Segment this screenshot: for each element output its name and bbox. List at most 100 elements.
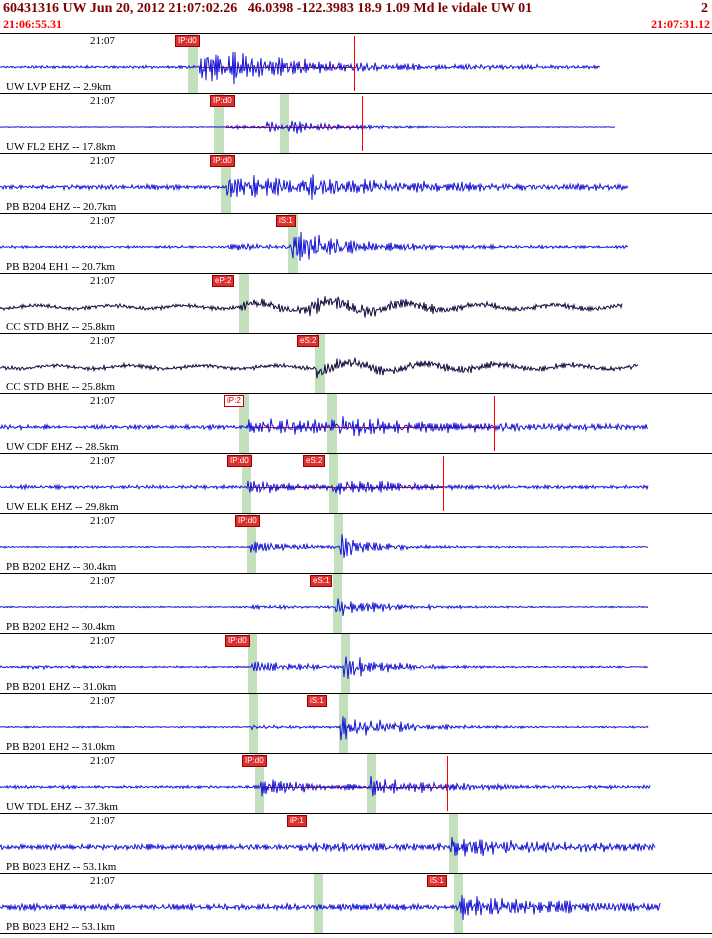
station-label: PB B201 EH2 -- 31.0km [6,741,116,753]
trace-time-label: 21:07 [90,215,116,227]
trace-time-label: 21:07 [90,575,116,587]
pick-flag[interactable]: IP:d0 [210,95,235,107]
trace-time-label: 21:07 [90,635,116,647]
trace-time-label: 21:07 [90,875,116,887]
trace-panel-b204-ehz: 21:07 PB B204 EHZ -- 20.7km IP:d0 [0,153,712,213]
trace-panel-cdf-ehz: 21:07 UW CDF EHZ -- 28.5km iP:2 [0,393,712,453]
pick-highlight-band [288,214,298,273]
time-window-row: 21:06:55.31 21:07:31.12 [0,17,712,33]
trace-time-label: 21:07 [90,515,116,527]
pick-flag[interactable]: IP:d0 [225,635,250,647]
pick-flag[interactable]: iS:1 [427,875,447,887]
pick-highlight-band [242,454,251,513]
pick-highlight-band [214,94,224,153]
station-label: PB B204 EH1 -- 20.7km [6,261,116,273]
trace-time-label: 21:07 [90,335,116,347]
waveform-trace[interactable] [0,814,712,873]
station-label: PB B202 EH2 -- 30.4km [6,621,116,633]
trace-time-label: 21:07 [90,275,116,287]
pick-highlight-band [248,634,257,693]
pick-highlight-band [247,514,256,573]
event-header-right: 2 [701,1,708,16]
station-label: PB B201 EHZ -- 31.0km [6,681,117,693]
coda-end-marker[interactable] [494,396,495,451]
station-label: PB B204 EHZ -- 20.7km [6,201,117,213]
trace-time-label: 21:07 [90,695,116,707]
station-label: PB B202 EHZ -- 30.4km [6,561,117,573]
waveform-trace[interactable] [0,214,712,273]
pick-flag[interactable]: iS:1 [307,695,327,707]
waveform-trace[interactable] [0,874,712,933]
pick-highlight-band [221,154,231,213]
pick-flag[interactable]: eS:2 [303,455,326,467]
trace-panel-std-bhz: 21:07 CC STD BHZ -- 25.8km eP:2 [0,273,712,333]
coda-duration-line [199,67,354,68]
pick-flag[interactable]: IP:d0 [210,155,235,167]
pick-flag[interactable]: iP:1 [287,815,307,827]
event-header: 60431316 UW Jun 20, 2012 21:07:02.26 46.… [0,0,712,17]
pick-highlight-band [315,334,325,393]
pick-flag[interactable]: IP:d0 [242,755,267,767]
waveform-trace[interactable] [0,514,712,573]
waveform-trace[interactable] [0,634,712,693]
waveform-trace[interactable] [0,754,712,813]
waveform-trace[interactable] [0,394,712,453]
waveform-trace[interactable] [0,34,712,93]
pick-flag[interactable]: eP:2 [212,275,235,287]
waveform-trace[interactable] [0,154,712,213]
trace-panel-b201-eh2: 21:07 PB B201 EH2 -- 31.0km iS:1 [0,693,712,753]
trace-time-label: 21:07 [90,755,116,767]
waveform-trace[interactable] [0,274,712,333]
trace-panel-b204-eh1: 21:07 PB B204 EH1 -- 20.7km iS:1 [0,213,712,273]
trace-panel-std-bhe: 21:07 CC STD BHE -- 25.8km eS:2 [0,333,712,393]
pick-highlight-band [329,454,338,513]
station-label: UW LVP EHZ -- 2.9km [6,81,112,93]
trace-time-label: 21:07 [90,35,116,47]
trace-time-label: 21:07 [90,395,116,407]
trace-time-label: 21:07 [90,155,116,167]
trace-panel-elk-ehz: 21:07 UW ELK EHZ -- 29.8km IP:d0 eS:2 [0,453,712,513]
pick-flag[interactable]: IP:d0 [175,35,200,47]
coda-end-marker[interactable] [354,36,355,91]
waveform-trace[interactable] [0,694,712,753]
trace-time-label: 21:07 [90,455,116,467]
pick-highlight-band [249,694,258,753]
trace-panel-b023-eh2: 21:07 PB B023 EH2 -- 53.1km iS:1 [0,873,712,933]
pick-highlight-band [255,754,264,813]
pick-flag[interactable]: iP:2 [224,395,244,407]
waveform-trace[interactable] [0,454,712,513]
pick-highlight-band [454,874,463,933]
pick-highlight-band [334,514,343,573]
event-summary: 60431316 UW Jun 20, 2012 21:07:02.26 46.… [3,1,533,16]
pick-highlight-band [314,874,323,933]
waveform-trace[interactable] [0,334,712,393]
pick-highlight-band [188,34,198,93]
pick-flag[interactable]: IP:d0 [227,455,252,467]
trace-time-label: 21:07 [90,95,116,107]
station-label: PB B023 EHZ -- 53.1km [6,861,117,873]
station-label: UW ELK EHZ -- 29.8km [6,501,119,513]
trace-panel-b202-eh2: 21:07 PB B202 EH2 -- 30.4km eS:1 [0,573,712,633]
pick-flag[interactable]: iS:1 [276,215,296,227]
trace-panel-b202-ehz: 21:07 PB B202 EHZ -- 30.4km IP:d0 [0,513,712,573]
coda-end-marker[interactable] [447,756,448,811]
station-label: CC STD BHZ -- 25.8km [6,321,116,333]
window-end-time: 21:07:31.12 [651,17,710,31]
pick-flag[interactable]: eS:2 [297,335,320,347]
trace-panel-tdl-ehz: 21:07 UW TDL EHZ -- 37.3km IP:d0 [0,753,712,813]
coda-end-marker[interactable] [443,456,444,511]
pick-flag[interactable]: eS:1 [310,575,333,587]
trace-time-label: 21:07 [90,815,116,827]
pick-flag[interactable]: IP:d0 [235,515,260,527]
coda-end-marker[interactable] [362,96,363,151]
station-label: UW CDF EHZ -- 28.5km [6,441,119,453]
waveform-trace[interactable] [0,574,712,633]
window-start-time: 21:06:55.31 [3,17,62,31]
station-label: CC STD BHE -- 25.8km [6,381,116,393]
pick-highlight-band [280,94,289,153]
station-label: UW FL2 EHZ -- 17.8km [6,141,116,153]
trace-panel-lvp-ehz: 21:07 UW LVP EHZ -- 2.9km IP:d0 [0,33,712,93]
waveform-trace[interactable] [0,94,712,153]
trace-panels: 21:07 UW LVP EHZ -- 2.9km IP:d0 21:07 UW FL2… [0,33,712,934]
